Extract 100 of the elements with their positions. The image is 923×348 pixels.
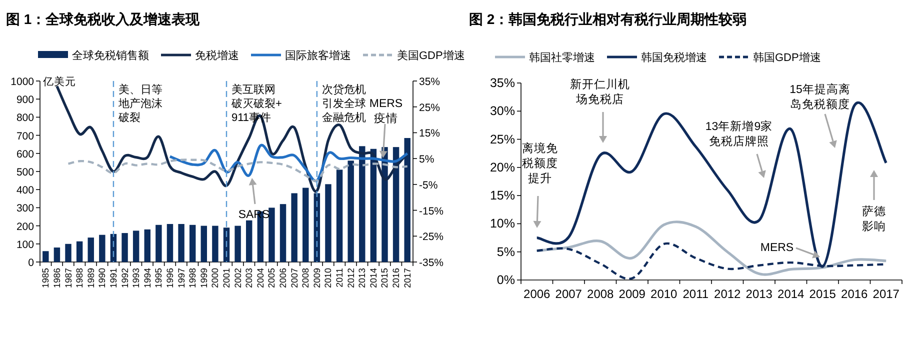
x-tick-label: 2012 (346, 268, 356, 288)
legend-label: 韩国社零增速 (529, 51, 595, 64)
x-tick-label: 1987 (63, 268, 74, 288)
bar (291, 193, 298, 262)
line-series (67, 158, 408, 182)
x-tick-label: 2016 (391, 268, 402, 288)
annotation: 离境免税额度提升 (522, 141, 558, 185)
x-tick-label: 2014 (368, 268, 378, 288)
x-tick-label: 2011 (682, 287, 709, 301)
legend-label: 免税增速 (195, 49, 239, 62)
x-tick-label: 2007 (289, 268, 300, 288)
x-tick-label: 2001 (222, 268, 232, 288)
y2-tick-label: 5% (419, 154, 434, 166)
y2-tick-label: 15% (419, 128, 440, 140)
bar (178, 224, 184, 262)
x-tick-label: 2004 (255, 268, 266, 288)
bar (302, 188, 309, 262)
bar (359, 146, 366, 262)
x-tick-label: 1996 (164, 268, 175, 288)
x-tick-label: 1998 (188, 268, 198, 288)
annotation: MERS (760, 242, 794, 254)
y-tick-label: 800 (16, 112, 34, 124)
bar (88, 238, 94, 262)
x-tick-label: 2006 (278, 268, 288, 288)
x-tick-label: 2015 (809, 287, 836, 301)
y-tick-label: 10% (490, 216, 515, 231)
legend-label: 韩国GDP增速 (753, 51, 821, 64)
x-tick-label: 1991 (108, 268, 118, 288)
x-tick-label: 2010 (650, 287, 678, 301)
x-tick-label: 2008 (300, 268, 311, 288)
legend-label: 美国GDP增速 (397, 49, 465, 62)
x-tick-label: 2009 (618, 287, 646, 301)
x-tick-label: 2005 (266, 268, 277, 288)
y-tick-label: 200 (16, 220, 34, 233)
bar (280, 204, 286, 262)
x-tick-label: 1994 (142, 268, 152, 288)
x-tick-label: 2009 (312, 268, 322, 288)
annotation: 萨德影响 (862, 205, 886, 233)
x-tick-label: 2016 (841, 287, 868, 301)
bar (144, 229, 150, 262)
y2-tick-label: 35% (419, 76, 440, 88)
bar (212, 226, 218, 262)
y2-tick-label: -35% (419, 257, 444, 269)
x-tick-label: 2007 (555, 287, 582, 301)
chart-title: 图 2：韩国免税行业相对有税行业周期性较弱 (469, 11, 747, 27)
x-tick-label: 2003 (244, 268, 254, 288)
y2-tick-label: -5% (419, 179, 438, 192)
bar (65, 244, 72, 262)
x-tick-label: 1993 (131, 268, 142, 288)
bar (348, 160, 354, 262)
x-tick-label: 2013 (357, 268, 368, 288)
bar (54, 248, 60, 262)
bar (370, 148, 377, 262)
x-tick-label: 2011 (334, 268, 345, 288)
y-tick-label: 700 (16, 130, 34, 142)
y-tick-label: 300 (16, 202, 34, 215)
bar (336, 170, 343, 262)
bar (76, 241, 83, 262)
y-tick-label: 0 (28, 257, 34, 269)
annotation: 新开仁川机场免税店 (570, 77, 630, 106)
legend-label: 韩国免税增速 (641, 51, 707, 64)
bar (156, 224, 162, 262)
y-axis-title: 亿美元 (42, 75, 76, 88)
x-tick-label: 1990 (97, 268, 108, 288)
bar (392, 147, 400, 262)
y-tick-label: 0% (496, 273, 515, 287)
x-tick-label: 2017 (402, 268, 412, 288)
y-tick-label: 600 (16, 148, 34, 160)
y-tick-label: 400 (16, 184, 34, 197)
bar (200, 226, 208, 262)
x-tick-label: 1989 (86, 268, 96, 288)
x-tick-label: 1985 (40, 268, 51, 288)
bar (122, 233, 128, 262)
bar (166, 224, 174, 262)
bar (189, 224, 196, 262)
y-tick-label: 35% (490, 76, 515, 90)
x-tick-label: 2006 (524, 287, 551, 301)
y-tick-label: 900 (16, 94, 34, 106)
x-tick-label: 1997 (176, 268, 186, 288)
y-tick-label: 15% (490, 188, 515, 203)
x-tick-label: 2012 (714, 287, 742, 301)
bar (246, 220, 252, 262)
ref-line-label: 次贷危机引发全球金融危机 (322, 83, 366, 124)
x-tick-label: 2002 (232, 268, 243, 288)
x-tick-label: 1999 (198, 268, 209, 288)
y-tick-label: 20% (490, 160, 515, 174)
bar (132, 230, 140, 262)
legend-label: 国际旅客增速 (285, 49, 351, 62)
bar (404, 138, 410, 262)
ref-line-label: 美、日等地产泡沫破裂 (117, 83, 162, 124)
x-tick-label: 2015 (380, 268, 390, 288)
annotation: 15年提高离岛免税额度 (790, 82, 850, 111)
x-tick-label: 1986 (52, 268, 62, 288)
annotation: MERS疫情 (369, 98, 403, 125)
x-tick-label: 2014 (778, 287, 805, 301)
bar (268, 208, 275, 262)
y-tick-label: 5% (496, 244, 515, 259)
y2-tick-label: -15% (419, 205, 444, 218)
x-tick-label: 2013 (746, 287, 773, 301)
x-tick-label: 1995 (154, 268, 164, 288)
